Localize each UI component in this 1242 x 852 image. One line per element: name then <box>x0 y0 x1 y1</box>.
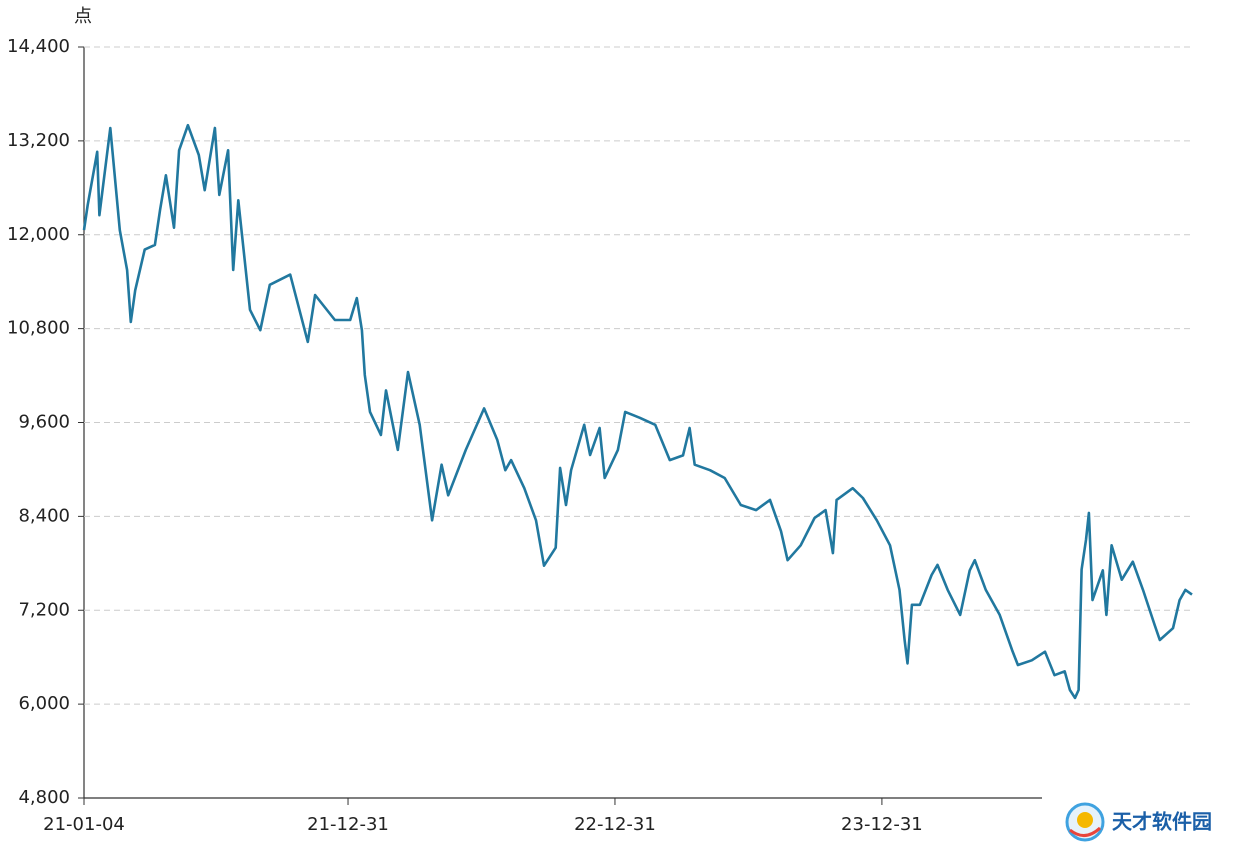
y-tick-label: 14,400 <box>7 36 70 57</box>
y-tick-label: 9,600 <box>18 412 70 433</box>
line <box>82 123 1193 700</box>
x-tick-label: 22-12-31 <box>574 814 656 835</box>
y-tick-label: 6,000 <box>18 693 70 714</box>
watermark: 天才软件园 <box>1112 810 1212 834</box>
y-tick-label: 8,400 <box>18 505 70 526</box>
y-tick-label: 7,200 <box>18 599 70 620</box>
y-tick-label: 4,800 <box>18 787 70 808</box>
y-tick-label: 12,000 <box>7 224 70 245</box>
y-tick-label: 10,800 <box>7 318 70 339</box>
y-tick-label: 13,200 <box>7 130 70 151</box>
logo <box>1065 802 1105 842</box>
x-tick-label: 23-12-31 <box>841 814 923 835</box>
y-axis-title: 点 <box>74 6 92 27</box>
x-tick-label: 21-01-04 <box>43 814 125 835</box>
x-tick-label: 21-12-31 <box>307 814 389 835</box>
